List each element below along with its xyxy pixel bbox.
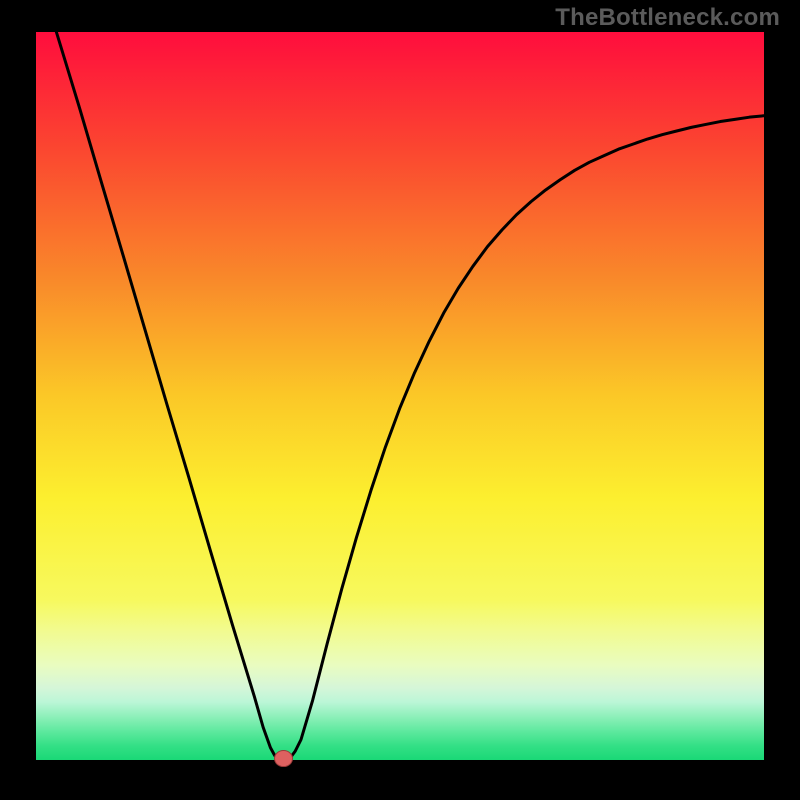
plot-background	[36, 32, 764, 760]
optimal-point-marker	[275, 751, 293, 767]
chart-stage: TheBottleneck.com	[0, 0, 800, 800]
chart-svg	[0, 0, 800, 800]
watermark-text: TheBottleneck.com	[555, 4, 780, 32]
